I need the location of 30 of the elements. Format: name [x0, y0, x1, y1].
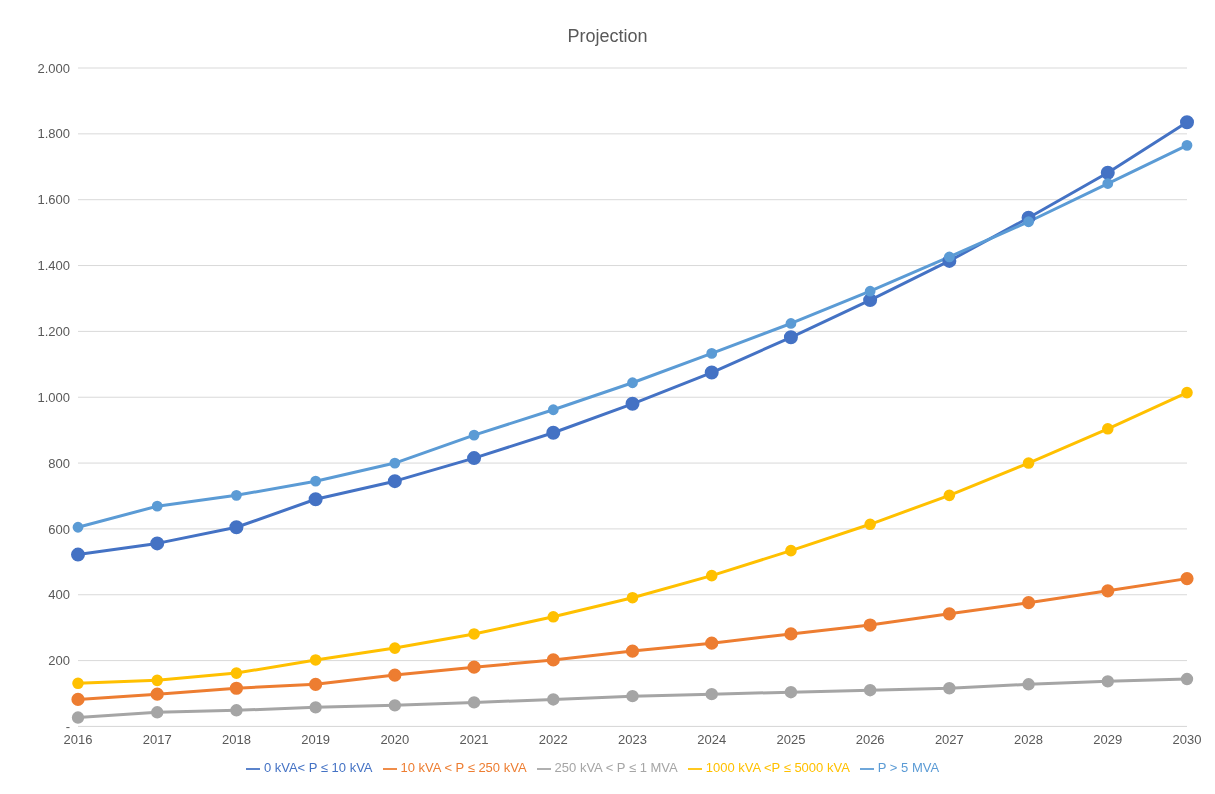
y-tick-label: 1.600: [37, 192, 70, 208]
x-tick-label: 2018: [221, 731, 251, 747]
y-tick-label: 2.000: [37, 60, 70, 76]
y-tick-label: 200: [48, 653, 70, 669]
legend-label: 10 kVA < P ≤ 250 kVA: [400, 760, 527, 776]
y-tick-label: 800: [48, 455, 70, 471]
x-tick-label: 2024: [697, 731, 727, 747]
x-tick-label: 2029: [1093, 731, 1123, 747]
y-tick-label: 1.000: [37, 389, 70, 405]
y-tick-label: 400: [48, 587, 70, 603]
y-tick-label: 1.200: [37, 323, 70, 339]
y-tick-label: 600: [48, 521, 70, 537]
legend-label: P > 5 MVA: [877, 760, 940, 776]
y-tick-label: 1.400: [37, 258, 70, 274]
x-tick-label: 2030: [1172, 731, 1202, 747]
x-tick-label: 2022: [538, 731, 568, 747]
legend-label: 250 kVA < P ≤ 1 MVA: [554, 760, 678, 776]
x-tick-label: 2017: [142, 731, 172, 747]
x-tick-label: 2027: [934, 731, 964, 747]
x-tick-label: 2028: [1014, 731, 1044, 747]
y-tick-label: 1.800: [37, 126, 70, 142]
x-tick-label: 2025: [776, 731, 806, 747]
legend-label: 1000 kVA <P ≤ 5000 kVA: [705, 760, 850, 776]
x-tick-label: 2020: [380, 731, 410, 747]
chart-title: Projection: [566, 25, 649, 48]
x-tick-label: 2021: [459, 731, 489, 747]
x-tick-label: 2023: [618, 731, 647, 747]
x-tick-label: 2026: [855, 731, 885, 747]
x-tick-label: 2019: [301, 731, 331, 747]
legend-label: 0 kVA< P ≤ 10 kVA: [263, 760, 373, 776]
